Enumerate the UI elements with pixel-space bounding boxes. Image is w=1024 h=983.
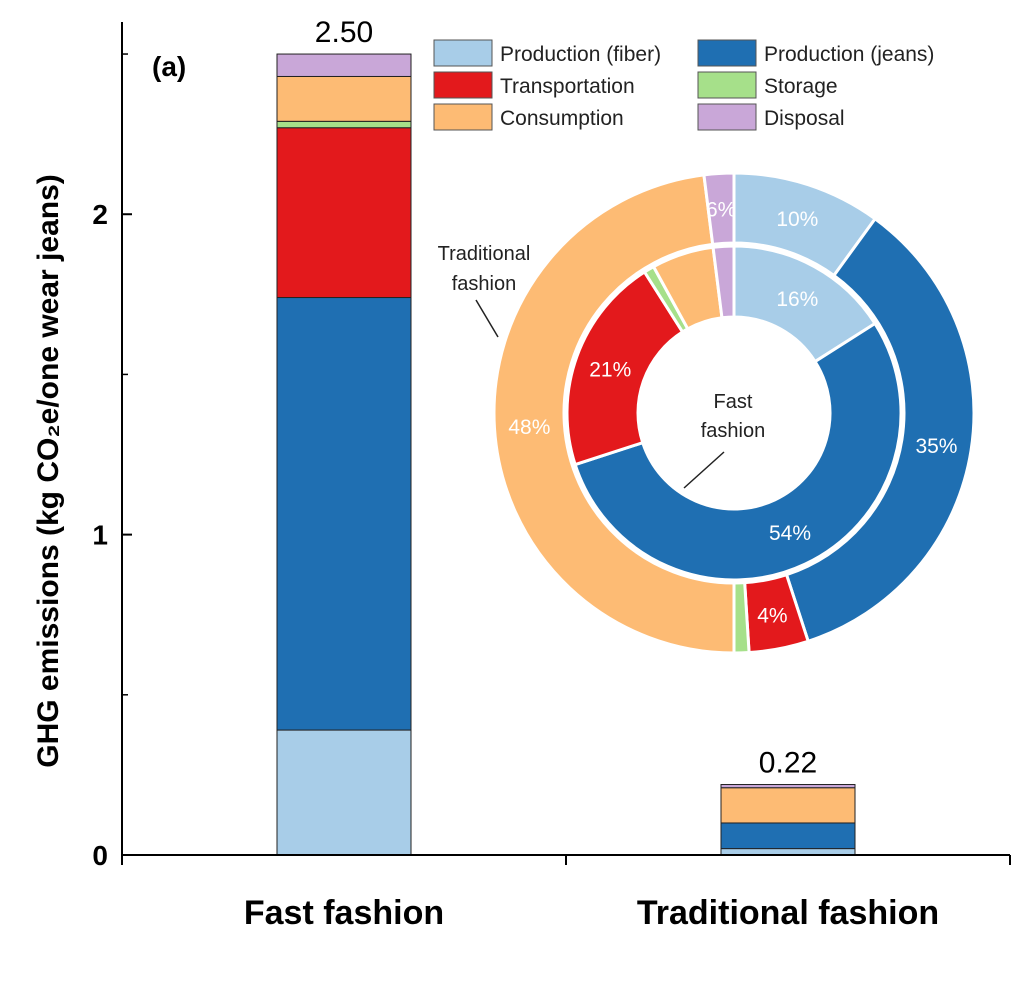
y-axis-label: GHG emissions (kg CO₂e/one wear jeans) bbox=[32, 174, 65, 768]
donut-inner-ring-name: Fast bbox=[714, 391, 753, 413]
donut-outer-label-production-jeans: 35% bbox=[915, 435, 957, 458]
legend-label-disposal: Disposal bbox=[764, 107, 845, 130]
donut-inner-ring-name: fashion bbox=[701, 420, 766, 442]
legend-label-transportation: Transportation bbox=[500, 75, 635, 98]
donut-outer-slice-production-jeans bbox=[784, 216, 976, 644]
donut-inner-slice-production-jeans bbox=[573, 321, 903, 582]
donut-outer-slice-consumption bbox=[492, 173, 736, 655]
legend-label-storage: Storage bbox=[764, 75, 838, 98]
legend-swatch-consumption bbox=[433, 103, 493, 131]
legend-label-consumption: Consumption bbox=[500, 107, 624, 130]
inset-donut: 10% 35% 4% 48% 6% 16% 54% 21% Fast fashion Traditi… bbox=[438, 171, 976, 655]
panel-label: (a) bbox=[152, 51, 186, 82]
donut-outer-ring-name: fashion bbox=[452, 273, 517, 295]
y-tick-label: 0 bbox=[92, 840, 108, 871]
bar-fast-fashion-transportation bbox=[276, 127, 412, 299]
bar-traditional-fashion-disposal bbox=[720, 784, 856, 789]
donut-inner-label-production-jeans: 54% bbox=[769, 522, 811, 545]
donut-outer-ring-name: Traditional bbox=[438, 243, 531, 265]
donut-outer-label-transportation: 4% bbox=[757, 604, 787, 627]
donut-outer-slice-disposal bbox=[702, 171, 736, 247]
bars-layer: 2.50 0.22 bbox=[276, 16, 856, 856]
legend-swatch-disposal bbox=[697, 103, 757, 131]
x-category-label-traditional-fashion: Traditional fashion bbox=[637, 894, 939, 932]
legend-label-production-jeans: Production (jeans) bbox=[764, 43, 934, 66]
legend: Production (fiber) Production (jeans) Tran… bbox=[433, 39, 934, 131]
bar-total-label-fast-fashion: 2.50 bbox=[315, 16, 373, 49]
axes-layer: 0 1 2 Fast fashion Traditional fashion bbox=[92, 22, 1011, 932]
bar-fast-fashion-disposal bbox=[276, 53, 412, 77]
legend-swatch-transportation bbox=[433, 71, 493, 99]
donut-inner-slice-disposal bbox=[711, 244, 736, 320]
donut-outer-slice-storage bbox=[732, 581, 751, 655]
legend-swatch-production-jeans bbox=[697, 39, 757, 67]
y-tick-label: 1 bbox=[92, 520, 108, 551]
bar-total-label-traditional-fashion: 0.22 bbox=[759, 747, 817, 780]
legend-label-production-fiber: Production (fiber) bbox=[500, 43, 661, 66]
donut-outer-label-production-fiber: 10% bbox=[776, 208, 818, 231]
donut-outer-label-consumption: 48% bbox=[508, 416, 550, 439]
y-tick-label: 2 bbox=[92, 199, 108, 230]
x-category-label-fast-fashion: Fast fashion bbox=[244, 894, 444, 932]
bar-fast-fashion-storage bbox=[276, 120, 412, 129]
legend-swatch-production-fiber bbox=[433, 39, 493, 67]
donut-inner-label-production-fiber: 16% bbox=[776, 288, 818, 311]
bar-fast-fashion-production-fiber bbox=[276, 729, 412, 856]
donut-inner-leader-line bbox=[683, 451, 725, 489]
bar-fast-fashion-production-jeans bbox=[276, 297, 412, 731]
donut-inner-slice-transportation bbox=[565, 269, 685, 467]
bar-fast-fashion-consumption bbox=[276, 75, 412, 122]
donut-outer-leader-line bbox=[475, 299, 499, 338]
bar-traditional-fashion-production-jeans bbox=[720, 822, 856, 850]
donut-outer-label-disposal: 6% bbox=[706, 198, 736, 221]
donut-inner-label-transportation: 21% bbox=[589, 358, 631, 381]
bar-traditional-fashion-consumption bbox=[720, 787, 856, 824]
legend-swatch-storage bbox=[697, 71, 757, 99]
